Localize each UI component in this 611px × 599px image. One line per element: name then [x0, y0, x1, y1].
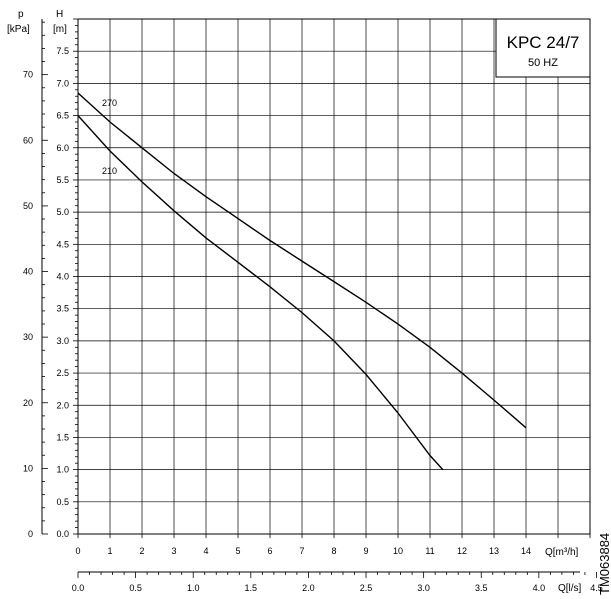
series-layer: 270 210: [77, 92, 527, 471]
flow-m3h-axis-label: Q[m³/h]: [545, 547, 579, 558]
pressure-tick-label: 60: [23, 135, 33, 145]
chart-title: KPC 24/7: [507, 33, 580, 52]
flow-ls-tick-label: 2.5: [360, 583, 373, 593]
curve-label-270: 270: [102, 98, 117, 108]
flow-m3h-tick-label: 0: [75, 546, 80, 556]
flow-m3h-tick-label: 10: [393, 546, 403, 556]
title-box: [495, 18, 591, 78]
flow-ls-tick-label: 3.5: [475, 583, 488, 593]
head-tick-label: 2.0: [56, 400, 69, 410]
flow-m3h-tick-label: 9: [363, 546, 368, 556]
flow-m3h-tick-label: 11: [425, 546, 434, 556]
pressure-tick-label: 50: [23, 201, 33, 211]
head-tick-label: 4.0: [56, 272, 69, 282]
flow-ls-axis-label: Q[l/s]: [558, 583, 582, 594]
flow-m3h-tick-label: 14: [521, 546, 531, 556]
flow-m3h-tick-label: 8: [331, 546, 336, 556]
flow-m3h-tick-label: 5: [235, 546, 240, 556]
head-axis-unit: [m]: [53, 24, 67, 35]
head-tick-label: 6.5: [56, 111, 69, 121]
head-tick-label: 1.5: [56, 432, 69, 442]
flow-m3h-tick-label: 3: [171, 546, 176, 556]
head-tick-label: 4.5: [56, 239, 69, 249]
flow-m3h-tick-label: 4: [203, 546, 208, 556]
flow-ls-tick-label: 4.0: [533, 583, 546, 593]
curve-210: [77, 115, 444, 471]
flow-ls-tick-label: 0.5: [129, 583, 142, 593]
head-tick-label: 6.0: [56, 143, 69, 153]
flow-m3h-tick-label: 12: [457, 546, 467, 556]
flow-m3h-tick-label: 7: [299, 546, 304, 556]
flow-m3h-tick-label: 1: [107, 546, 112, 556]
head-tick-label: 0.5: [56, 497, 69, 507]
pressure-tick-label: 0: [28, 529, 33, 539]
pressure-tick-label: 70: [23, 70, 33, 80]
flow-ls-tick-label: 1.0: [187, 583, 200, 593]
pressure-axis-label: p: [18, 9, 24, 20]
flow-ls-tick-label: 4.5: [590, 583, 603, 593]
pressure-axis-unit: [kPa]: [7, 24, 30, 35]
flow-m3h-tick-label: 6: [267, 546, 272, 556]
head-tick-label: 1.0: [56, 465, 69, 475]
head-tick-label: 0.0: [56, 529, 69, 539]
curve-270: [77, 92, 527, 429]
head-tick-label: 5.5: [56, 175, 69, 185]
flow-m3h-tick-label: 2: [139, 546, 144, 556]
flow-ls-tick-label: 3.0: [417, 583, 430, 593]
pressure-tick-label: 20: [23, 398, 33, 408]
flow-ls-tick-label: 0.0: [72, 583, 85, 593]
head-axis-ticks: 0.0 0.5 1.0 1.5 2.0 2.5 3.0 3.5 4.0 4.5 5.0 5.5 6.0 6…: [56, 18, 78, 539]
flow-m3h-tick-label: 13: [489, 546, 499, 556]
head-tick-label: 7.5: [56, 46, 69, 56]
flow-m3h-axis-ticks: 0 1 2 3 4 5 6 7 8 9 10 11 12 13 14: [75, 534, 591, 556]
head-axis-label: H: [56, 9, 63, 20]
pressure-tick-label: 40: [23, 267, 33, 277]
head-tick-label: 2.5: [56, 368, 69, 378]
watermark-code: TM063884: [597, 533, 611, 595]
head-tick-label: 5.0: [56, 207, 69, 217]
grid: [78, 19, 590, 534]
flow-ls-tick-label: 2.0: [302, 583, 315, 593]
pressure-tick-label: 10: [23, 463, 33, 473]
flow-ls-axis-ticks: 0.0 0.5 1.0 1.5 2.0 2.5 3.0 3.5 4.0 4.5: [72, 572, 603, 593]
head-tick-label: 3.5: [56, 304, 69, 314]
flow-ls-tick-label: 1.5: [245, 583, 258, 593]
head-tick-label: 7.0: [56, 78, 69, 88]
pressure-tick-label: 30: [23, 332, 33, 342]
pressure-axis-ticks: 0 10 20 30 40 50 60 70: [23, 21, 48, 539]
chart-subtitle: 50 HZ: [528, 57, 558, 69]
head-tick-label: 3.0: [56, 336, 69, 346]
curve-label-210: 210: [102, 166, 117, 176]
